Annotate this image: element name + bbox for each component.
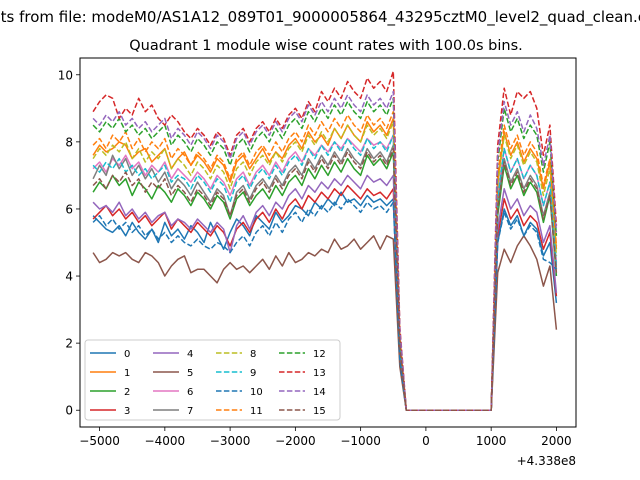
x-axis: −5000 −4000 −3000 −2000 −1000 0 1000 2000 [79,427,572,448]
axes-frame [79,57,577,428]
x-tick-label: −5000 [79,434,120,448]
legend-frame [84,339,341,421]
x-tick-label: 1000 [476,434,507,448]
x-tick-label: 0 [422,434,430,448]
legend-label-4: 4 [187,349,193,360]
legend-label-1: 1 [124,368,130,379]
legend-label-3: 3 [124,406,130,417]
legend-label-9: 9 [250,368,256,379]
legend-label-5: 5 [187,368,193,379]
series-line-15 [92,147,558,411]
legend-label-7: 7 [187,406,193,417]
legend-label-14: 14 [313,387,326,398]
legend-label-15: 15 [313,406,326,417]
y-tick-label: 8 [65,135,73,149]
legend-label-13: 13 [313,368,326,379]
legend-label-10: 10 [250,387,263,398]
series-line-14 [92,90,558,411]
y-axis: 0 2 4 6 8 10 [58,68,80,418]
legend-label-11: 11 [250,406,263,417]
x-axis-offset-label: +4.338e8 [517,454,576,468]
x-tick-label: 2000 [541,434,572,448]
y-tick-label: 4 [65,270,73,284]
x-tick-label: −4000 [145,434,186,448]
y-tick-label: 0 [65,404,73,418]
chart-title: Quadrant 1 module wise count rates with … [129,38,523,54]
y-tick-label: 6 [65,202,73,216]
y-tick-label: 2 [65,337,73,351]
legend-label-0: 0 [124,349,130,360]
x-tick-label: −1000 [340,434,381,448]
y-tick-label: 10 [58,68,73,82]
series-line-8 [92,120,558,411]
figure-suptitle: Plots from file: modeM0/AS1A12_089T01_90… [0,8,640,27]
x-tick-label: −3000 [210,434,251,448]
legend-label-8: 8 [250,349,256,360]
legend-label-12: 12 [313,349,326,360]
plot-area [92,70,558,411]
series-line-13 [92,70,558,411]
legend-label-2: 2 [124,387,130,398]
legend-label-6: 6 [187,387,193,398]
x-tick-label: −2000 [275,434,316,448]
series-line-12 [92,97,558,411]
